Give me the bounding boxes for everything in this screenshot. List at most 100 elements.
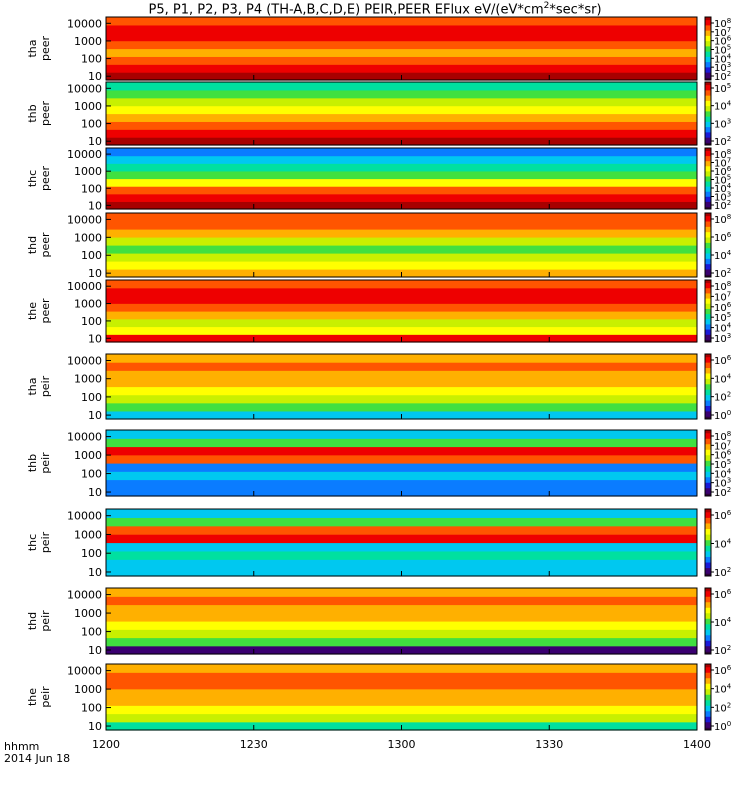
colorbar-segment <box>705 381 711 385</box>
colorbar-segment <box>705 155 711 159</box>
y-tick-label: 10 <box>88 720 102 733</box>
colorbar-segment <box>705 103 711 107</box>
colorbar-segment <box>705 290 711 294</box>
colorbar-segment <box>705 173 711 177</box>
colorbar-segment <box>705 556 711 560</box>
colorbar-segment <box>705 247 711 251</box>
colorbar-segment <box>705 666 711 670</box>
colorbar-segment <box>705 356 711 360</box>
colorbar-segment <box>705 142 711 146</box>
y-tick-label: 100 <box>81 547 102 560</box>
colorbar-segment <box>705 691 711 695</box>
colorbar-segment <box>705 221 711 225</box>
colorbar-segment <box>705 702 711 706</box>
colorbar-segment <box>705 713 711 717</box>
colorbar-tick-label: 102 <box>714 135 731 148</box>
colorbar-segment <box>705 452 711 456</box>
colorbar-segment <box>705 318 711 322</box>
panel-probe-label: thb <box>26 454 39 472</box>
colorbar-segment <box>705 105 711 109</box>
colorbar-segment <box>705 354 711 358</box>
spectrogram-band <box>106 253 697 262</box>
colorbar-segment <box>705 607 711 611</box>
colorbar-segment <box>705 316 711 320</box>
colorbar-segment <box>705 271 711 275</box>
colorbar-segment <box>705 487 711 491</box>
colorbar-segment <box>705 610 711 614</box>
colorbar-segment <box>705 64 711 68</box>
y-tick-label: 10000 <box>67 280 102 293</box>
colorbar-segment <box>705 525 711 530</box>
colorbar-segment <box>705 27 711 31</box>
colorbar-tick-label: 100 <box>714 409 731 422</box>
y-tick-label: 10 <box>88 566 102 579</box>
panel-product-label: peer <box>39 101 52 127</box>
colorbar-segment <box>705 694 711 698</box>
panel-6: 10 100 1000 10000 tha peir 100 102 104 106 <box>26 353 732 422</box>
panel-product-label: peir <box>39 531 52 553</box>
colorbar-segment <box>705 604 711 608</box>
colorbar-segment <box>705 402 711 406</box>
colorbar-segment <box>705 61 711 65</box>
colorbar-segment <box>705 266 711 270</box>
x-tick-label: 1300 <box>388 738 416 751</box>
panel-probe-label: thb <box>26 104 39 122</box>
colorbar-segment <box>705 514 711 518</box>
spectrogram-band <box>106 463 697 472</box>
colorbar-segment <box>705 522 711 527</box>
colorbar-segment <box>705 53 711 57</box>
spectrogram-band <box>106 318 697 328</box>
panel-product-label: peer <box>39 36 52 62</box>
colorbar-segment <box>705 261 711 265</box>
colorbar-segment <box>705 626 711 630</box>
colorbar-segment <box>705 181 711 185</box>
colorbar-segment <box>705 545 711 549</box>
y-tick-label: 10 <box>88 409 102 422</box>
colorbar-segment <box>705 708 711 712</box>
y-tick-label: 10 <box>88 644 102 657</box>
colorbar-segment <box>705 165 711 169</box>
spectrogram-band <box>106 178 697 187</box>
colorbar-segment <box>705 250 711 254</box>
colorbar-segment <box>705 45 711 50</box>
colorbar-segment <box>705 362 711 366</box>
colorbar-segment <box>705 121 711 125</box>
colorbar-segment <box>705 311 711 315</box>
colorbar-segment <box>705 213 711 217</box>
spectrogram-band <box>106 311 697 320</box>
colorbar-segment <box>705 623 711 627</box>
colorbar-segment <box>705 485 711 489</box>
colorbar-segment <box>705 188 711 192</box>
colorbar-frame <box>704 508 712 577</box>
colorbar-segment <box>705 97 711 101</box>
colorbar-segment <box>705 30 711 34</box>
spectrogram-band <box>106 245 697 254</box>
y-tick-label: 10000 <box>67 17 102 30</box>
colorbar-segment <box>705 359 711 363</box>
colorbar-segment <box>705 321 711 325</box>
spectrogram-band <box>106 697 697 706</box>
colorbar-tick-label: 104 <box>714 683 732 696</box>
spectrogram-band <box>106 105 697 115</box>
colorbar-segment <box>705 186 711 190</box>
y-tick-label: 10000 <box>67 148 102 161</box>
colorbar-frame <box>704 212 712 278</box>
colorbar-segment <box>705 35 711 39</box>
spectrogram-band <box>106 517 697 527</box>
spectrogram-band <box>106 56 697 65</box>
colorbar-segment <box>705 108 711 112</box>
colorbar-segment <box>705 621 711 625</box>
colorbar-segment <box>705 285 711 289</box>
spectrogram-band <box>106 705 697 715</box>
colorbar-segment <box>705 72 711 76</box>
colorbar-segment <box>705 48 711 52</box>
colorbar-segment <box>705 408 711 412</box>
colorbar-segment <box>705 226 711 230</box>
y-tick-label: 100 <box>81 626 102 639</box>
panel-probe-label: thd <box>26 612 39 630</box>
colorbar-segment <box>705 223 711 227</box>
colorbar-segment <box>705 203 711 207</box>
colorbar-segment <box>705 511 711 516</box>
